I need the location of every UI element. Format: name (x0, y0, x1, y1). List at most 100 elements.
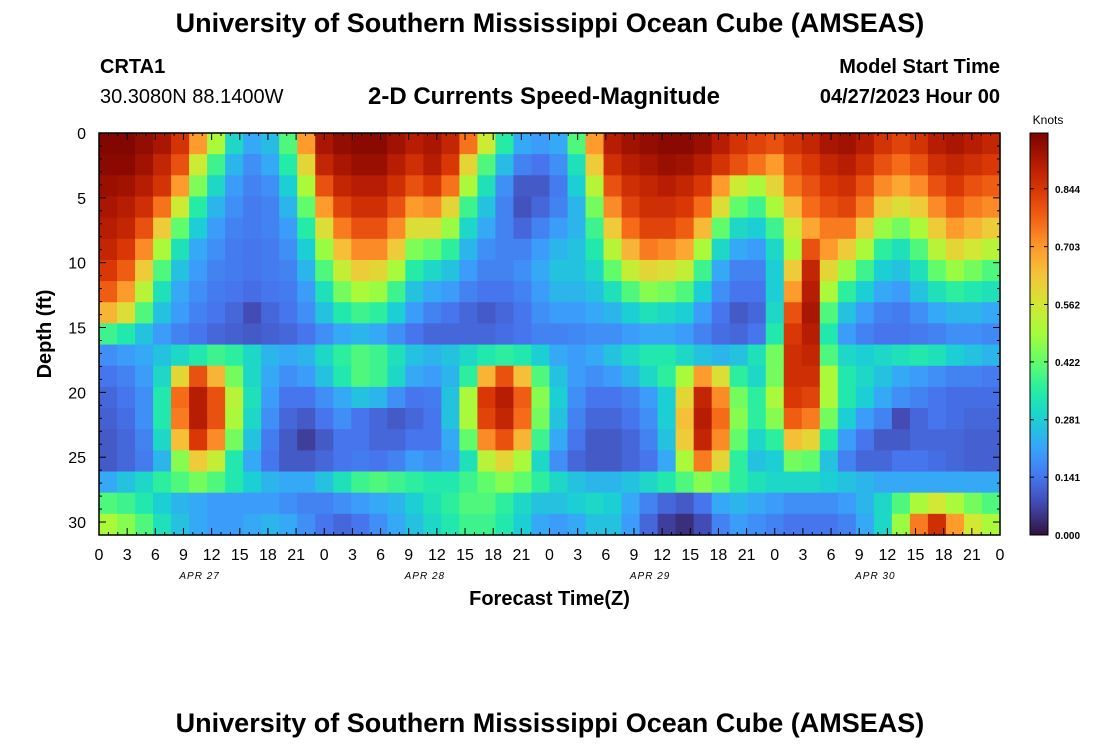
heatmap-cell (225, 302, 244, 325)
heatmap-cell (891, 513, 911, 536)
heatmap-cell (99, 196, 118, 219)
heatmap-cell (531, 217, 551, 240)
heatmap-cell (891, 429, 911, 451)
heatmap-cell (621, 492, 641, 515)
heatmap-cell (513, 429, 533, 451)
heatmap-cell (837, 513, 857, 536)
heatmap-cell (981, 492, 1001, 515)
heatmap-cell (603, 196, 623, 219)
heatmap-cell (423, 429, 442, 451)
heatmap-cell (117, 259, 136, 282)
heatmap-cell (207, 196, 226, 219)
heatmap-cell (261, 217, 280, 240)
heatmap-cell (117, 386, 136, 409)
colorbar-tick-label: 0.562 (1055, 300, 1080, 311)
heatmap-cell (423, 365, 442, 388)
heatmap-cell (927, 281, 947, 303)
heatmap-cell (333, 429, 352, 451)
heatmap-cell (207, 238, 226, 261)
heatmap-cell (567, 133, 587, 155)
heatmap-cell (549, 323, 569, 346)
heatmap-cell (423, 323, 442, 346)
heatmap-cell (207, 154, 226, 176)
heatmap-cell (819, 344, 839, 367)
heatmap-cell (855, 386, 875, 409)
heatmap-cell (765, 429, 785, 451)
heatmap-cell (891, 450, 911, 473)
heatmap-cell (135, 450, 154, 473)
heatmap-cell (675, 154, 695, 176)
heatmap-cell (297, 513, 316, 536)
heatmap-cell (819, 513, 839, 536)
heatmap-cell (459, 238, 479, 261)
heatmap-cell (873, 238, 893, 261)
heatmap-cell (963, 133, 983, 155)
heatmap-cell (423, 471, 442, 494)
heatmap-cell (855, 471, 875, 494)
heatmap-cell (603, 323, 623, 346)
heatmap-cell (981, 513, 1001, 536)
heatmap-cell (531, 175, 551, 198)
heatmap-cell (207, 365, 226, 388)
heatmap-cell (693, 302, 713, 325)
heatmap-cell (567, 365, 587, 388)
heatmap-cell (297, 238, 316, 261)
heatmap-cell (423, 238, 442, 261)
heatmap-cell (981, 302, 1001, 325)
heatmap-cell (153, 196, 172, 219)
heatmap-cell (369, 386, 388, 409)
heatmap-cell (909, 386, 929, 409)
heatmap-cell (891, 196, 911, 219)
heatmap-cell (297, 386, 316, 409)
heatmap-cell (243, 408, 262, 430)
heatmap-cell (747, 302, 767, 325)
heatmap-cell (117, 492, 136, 515)
heatmap-cell (369, 133, 388, 155)
heatmap-cell (783, 450, 803, 473)
heatmap-cell (873, 408, 893, 430)
heatmap-cell (99, 302, 118, 325)
heatmap-cell (117, 513, 136, 536)
heatmap-cell (981, 323, 1001, 346)
heatmap-cell (675, 386, 695, 409)
heatmap-cell (909, 471, 929, 494)
heatmap-cell (945, 408, 965, 430)
heatmap-cell (549, 386, 569, 409)
heatmap-cell (585, 492, 605, 515)
heatmap-cell (495, 154, 515, 176)
heatmap-cell (261, 450, 280, 473)
heatmap-cell (477, 302, 497, 325)
heatmap-cell (99, 238, 118, 261)
heatmap-cell (333, 492, 352, 515)
x-tick-label: 9 (404, 547, 413, 564)
heatmap-cell (927, 259, 947, 282)
x-tick-label: 9 (179, 547, 188, 564)
heatmap-cell (243, 154, 262, 176)
heatmap-cell (639, 302, 659, 325)
heatmap-cell (477, 175, 497, 198)
y-tick-label: 15 (68, 321, 86, 338)
footer-title: University of Southern Mississippi Ocean… (175, 708, 925, 738)
heatmap-cell (621, 133, 641, 155)
heatmap-cell (279, 513, 298, 536)
heatmap-cell (819, 217, 839, 240)
heatmap-cell (459, 302, 479, 325)
heatmap-cell (459, 133, 479, 155)
x-tick-label: 0 (545, 547, 554, 564)
heatmap-cell (387, 238, 406, 261)
heatmap-cell (405, 365, 424, 388)
heatmap-cell (135, 281, 154, 303)
heatmap-cell (99, 513, 118, 536)
heatmap-cell (981, 450, 1001, 473)
heatmap-cell (117, 408, 136, 430)
heatmap-cell (639, 238, 659, 261)
heatmap-cell (873, 133, 893, 155)
x-axis: 0 3 6 9 12 15 18 21 0 3 6 9 12 15 18 21 0 3 6 9 12 15 18 21 0 3 6 9… (95, 133, 1005, 582)
heatmap-cell (513, 365, 533, 388)
heatmap-cell (243, 471, 262, 494)
heatmap-cell (711, 281, 731, 303)
heatmap-cell (351, 196, 370, 219)
heatmap-cell (135, 492, 154, 515)
heatmap-cell (873, 513, 893, 536)
heatmap-cell (873, 281, 893, 303)
